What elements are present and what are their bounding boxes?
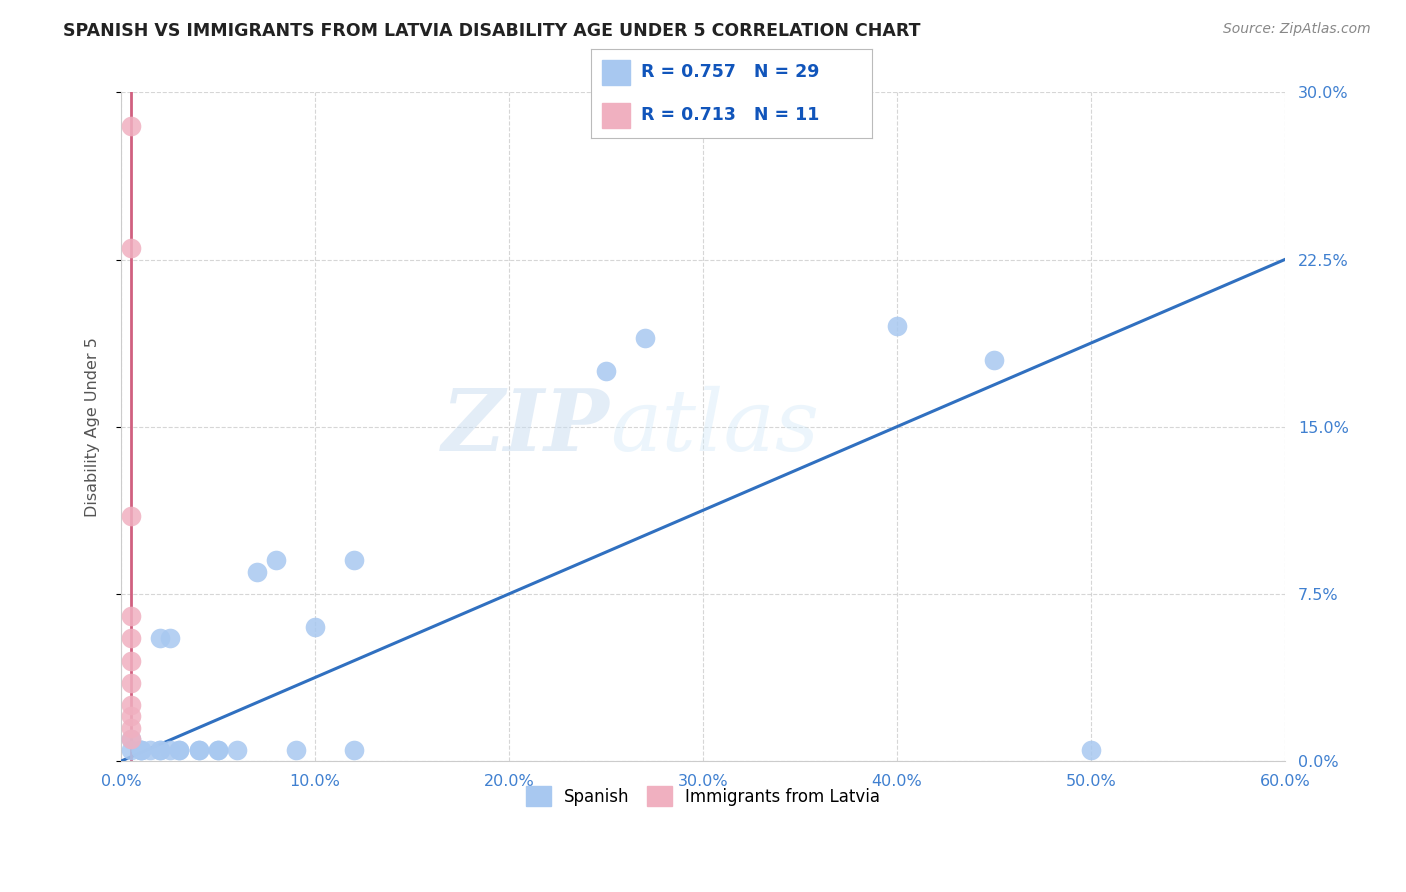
Point [159, 743, 181, 757]
Point [129, 743, 152, 757]
Point [149, 743, 172, 757]
Point [120, 709, 142, 723]
Point [169, 743, 191, 757]
Point [187, 743, 209, 757]
Text: R = 0.713   N = 11: R = 0.713 N = 11 [641, 106, 820, 124]
Point [120, 632, 142, 646]
Point [159, 632, 181, 646]
Point [343, 553, 366, 567]
Point [120, 654, 142, 668]
Point [120, 731, 142, 746]
Point [207, 743, 229, 757]
Point [120, 508, 142, 523]
Point [139, 743, 162, 757]
Point [120, 698, 142, 713]
Point [246, 565, 269, 579]
Point [634, 330, 657, 344]
Legend: Spanish, Immigrants from Latvia: Spanish, Immigrants from Latvia [519, 780, 887, 813]
Text: R = 0.757   N = 29: R = 0.757 N = 29 [641, 63, 820, 81]
Point [207, 743, 229, 757]
Point [129, 743, 152, 757]
Point [1080, 743, 1102, 757]
Text: ZIP: ZIP [441, 385, 610, 468]
Point [120, 721, 142, 735]
Point [149, 743, 172, 757]
Point [120, 743, 142, 757]
Point [169, 743, 191, 757]
Point [120, 609, 142, 624]
Point [226, 743, 249, 757]
Text: Source: ZipAtlas.com: Source: ZipAtlas.com [1223, 22, 1371, 37]
Point [120, 731, 142, 746]
Point [343, 743, 366, 757]
Point [120, 119, 142, 133]
Point [284, 743, 307, 757]
Bar [602, 103, 630, 128]
Point [886, 319, 908, 334]
Point [120, 676, 142, 690]
Point [149, 632, 172, 646]
Bar [602, 60, 630, 85]
Point [120, 241, 142, 255]
Text: SPANISH VS IMMIGRANTS FROM LATVIA DISABILITY AGE UNDER 5 CORRELATION CHART: SPANISH VS IMMIGRANTS FROM LATVIA DISABI… [63, 22, 921, 40]
Point [595, 364, 617, 378]
Point [266, 553, 288, 567]
Point [187, 743, 209, 757]
Point [983, 352, 1005, 367]
Point [129, 743, 152, 757]
Point [304, 620, 326, 634]
Text: atlas: atlas [610, 385, 818, 468]
Y-axis label: Disability Age Under 5: Disability Age Under 5 [86, 337, 100, 516]
